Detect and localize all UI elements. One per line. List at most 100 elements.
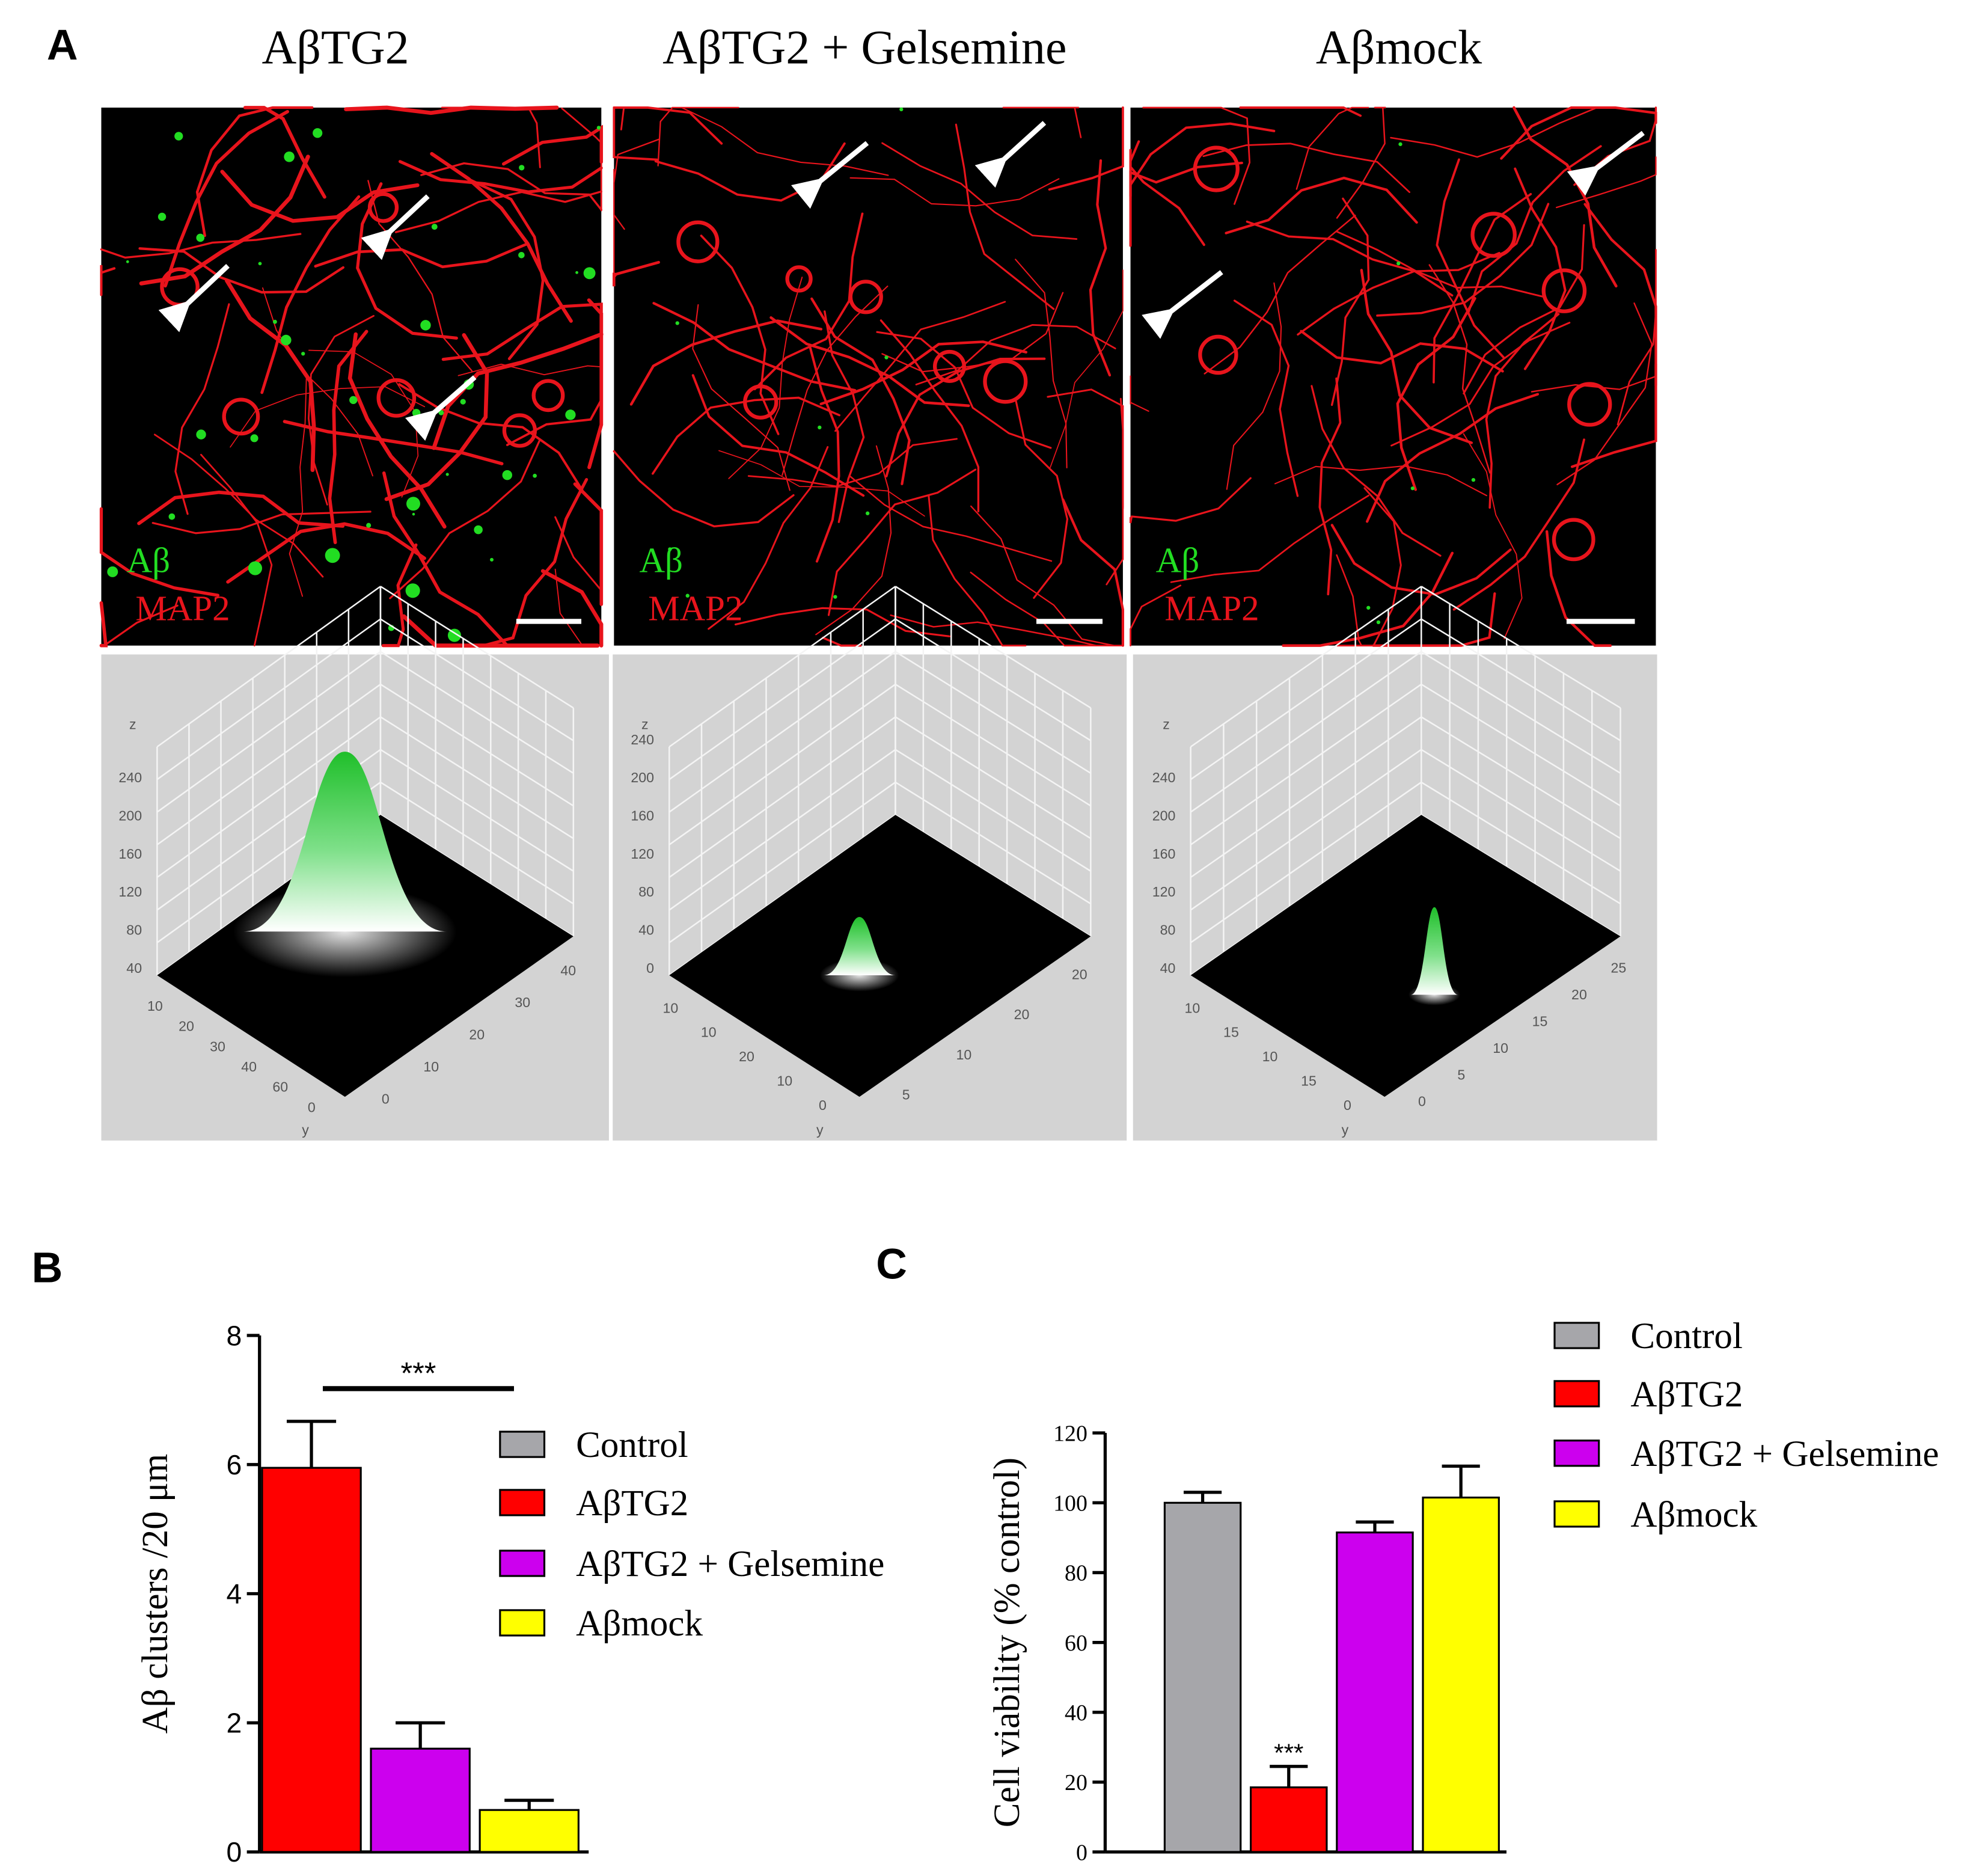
neurite (200, 453, 273, 647)
neurite (657, 106, 739, 167)
stain-label: Aβ (639, 541, 683, 580)
neurite (1436, 158, 1506, 360)
neurite (810, 297, 911, 485)
peak (1410, 907, 1458, 995)
y-tick-label: 15 (1223, 1025, 1239, 1040)
legend-swatch (1553, 1380, 1600, 1408)
legend-swatch (499, 1550, 546, 1577)
abeta-spot (272, 319, 277, 324)
y-tick-label: 6 (226, 1449, 242, 1480)
plot-grid (668, 618, 896, 780)
neurite (1545, 530, 1612, 647)
plot-grid (1421, 749, 1621, 872)
y-axis-label: y (816, 1122, 824, 1138)
neurite (769, 316, 970, 407)
neurite (226, 522, 426, 584)
abeta-spot (596, 126, 601, 130)
neurite (1225, 176, 1418, 234)
plot-grid (1190, 716, 1422, 878)
z-axis-label: z (129, 717, 136, 732)
plot-grid (380, 781, 574, 905)
neurite (1233, 299, 1299, 497)
y-tick-label: 60 (1065, 1631, 1087, 1656)
neurite (1616, 249, 1657, 426)
stain-label: Aβ (127, 541, 171, 580)
neurite (728, 277, 803, 479)
abeta-spot (1396, 261, 1401, 266)
arrow (158, 264, 230, 333)
plot-grid (1421, 651, 1621, 774)
arrow (791, 141, 869, 209)
neurite (382, 471, 509, 648)
legend-label: Aβmock (1630, 1495, 1757, 1535)
y-tick-label: 10 (701, 1025, 717, 1040)
abeta-spot (412, 408, 421, 417)
cell-body (785, 265, 813, 293)
neurite (389, 440, 540, 599)
legend-label: AβTG2 (1630, 1375, 1743, 1415)
neurite (1047, 388, 1124, 507)
y-tick-label: 20 (179, 1019, 194, 1034)
neurite (928, 495, 1027, 647)
neurite (398, 383, 584, 492)
neurite (1129, 477, 1252, 524)
neurite (1015, 259, 1068, 468)
neurite (1239, 106, 1362, 117)
neurite (876, 331, 1052, 449)
peak (243, 752, 447, 932)
neurite (613, 450, 795, 528)
legend-label: Control (1630, 1316, 1743, 1356)
y-tick-label: 8 (226, 1320, 242, 1351)
y-tick-label: 0 (308, 1099, 316, 1115)
neurite (700, 234, 780, 435)
neurite (753, 212, 864, 391)
plot-grid (668, 586, 896, 748)
x-tick-label: 30 (515, 995, 530, 1010)
plot-grid (1190, 586, 1422, 748)
bar (1336, 1531, 1414, 1853)
cell-body (676, 220, 720, 263)
abeta-spot (460, 399, 466, 405)
neurite (652, 302, 857, 392)
bar (1250, 1786, 1328, 1853)
plot-grid (1421, 716, 1621, 839)
panel-label: A (47, 21, 78, 69)
abeta-spot (438, 409, 444, 415)
plot-grid (380, 651, 574, 774)
legend-label: AβTG2 (576, 1483, 688, 1524)
plot-grid (668, 684, 896, 845)
neurite (328, 330, 369, 544)
neurite (402, 614, 600, 648)
x-tick-label: 20 (469, 1027, 485, 1043)
neurite (1226, 282, 1282, 490)
legend-swatch (1553, 1500, 1600, 1528)
surface-plot (613, 586, 1127, 1141)
plot-grid (380, 684, 574, 807)
plot-grid (1421, 781, 1621, 905)
neurite (573, 482, 604, 606)
neurite (384, 333, 489, 501)
neurite (1360, 269, 1473, 444)
z-axis-label: z (641, 717, 649, 732)
z-tick-label: 200 (118, 808, 142, 823)
abeta-spot (445, 473, 449, 476)
abeta-spot (168, 513, 176, 520)
neurite (890, 614, 1097, 646)
abeta-spot (258, 262, 262, 266)
abeta-spot (1471, 477, 1476, 482)
neurite (506, 363, 603, 446)
neurite (1330, 197, 1370, 406)
abeta-spot (575, 271, 578, 274)
neurite (1390, 106, 1598, 158)
z-tick-label: 240 (631, 732, 654, 747)
y-tick-label: 120 (1053, 1421, 1087, 1446)
y-tick-label: 40 (1065, 1700, 1087, 1726)
abeta-spot (301, 352, 305, 356)
cell-body (983, 359, 1028, 404)
neurite (915, 324, 1116, 385)
neurite (398, 160, 603, 194)
abeta-spot (565, 409, 576, 420)
cell-body (743, 384, 778, 420)
abeta-spot (474, 525, 483, 535)
